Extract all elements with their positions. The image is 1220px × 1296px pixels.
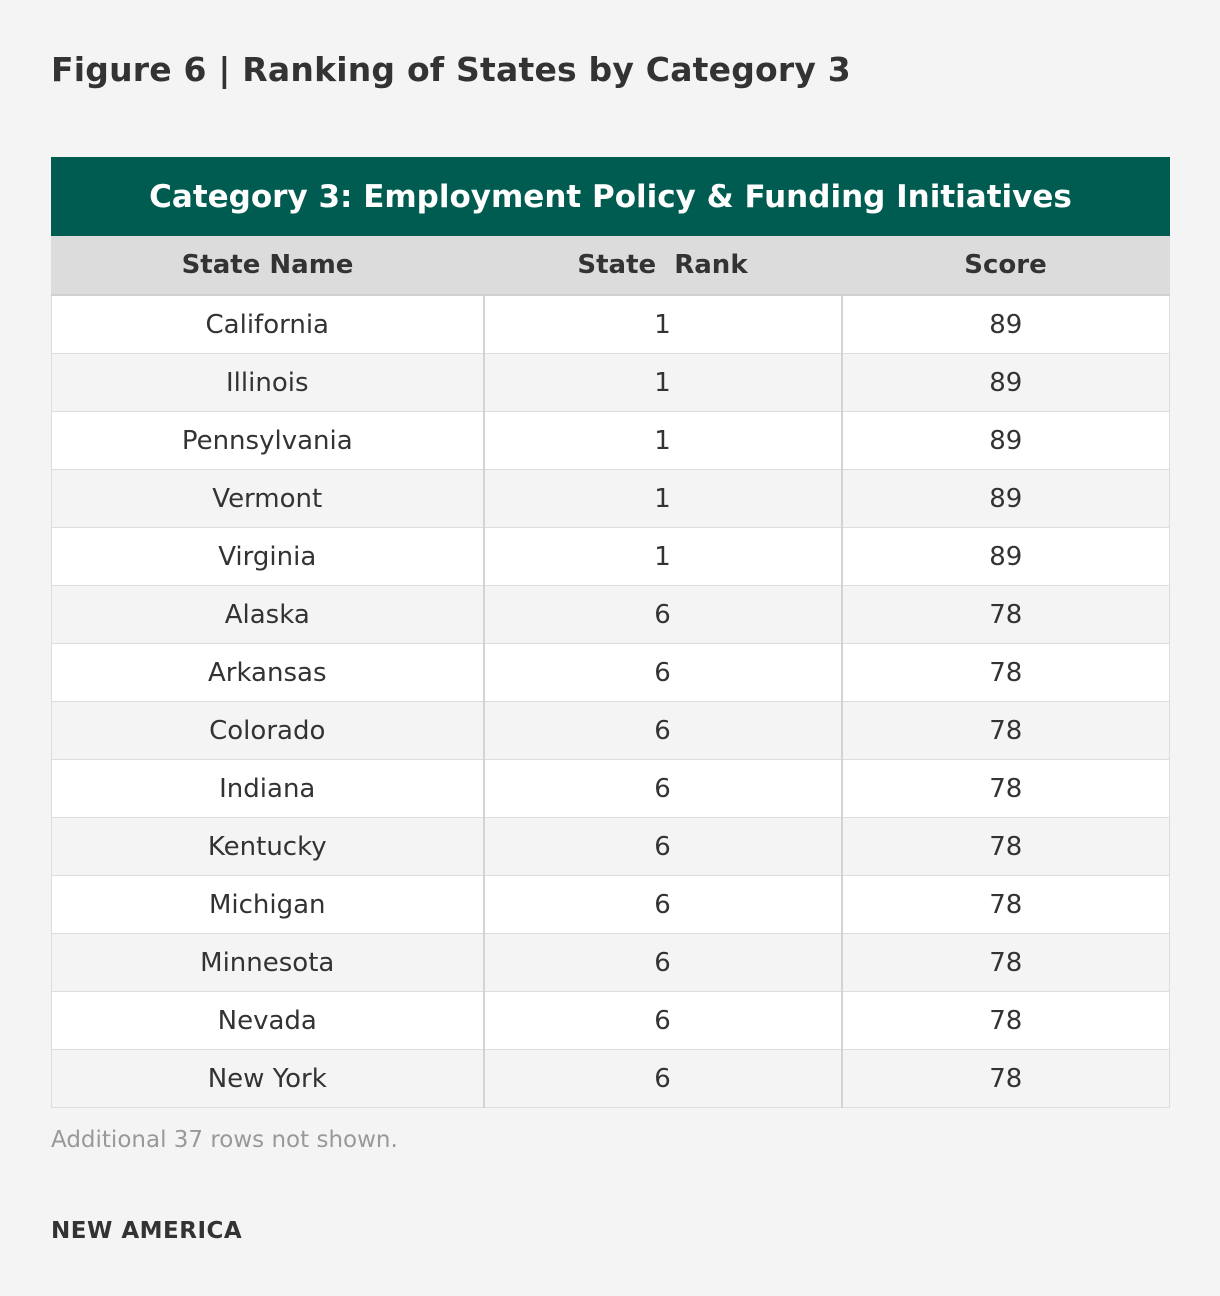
score-cell: 78	[840, 701, 1171, 760]
state-rank-cell: 6	[483, 817, 843, 876]
score-cell: 78	[840, 759, 1171, 818]
state-name-cell: Minnesota	[51, 933, 485, 992]
state-name-cell: Virginia	[51, 527, 485, 586]
column-header-state-rank: State Rank	[483, 235, 842, 296]
state-name-cell: Nevada	[51, 991, 485, 1050]
table-row: Virginia 1 89	[51, 527, 1171, 586]
state-rank-cell: 1	[483, 527, 843, 586]
table-row: Colorado 6 78	[51, 701, 1171, 760]
table-row: Vermont 1 89	[51, 469, 1171, 528]
state-name-cell: Illinois	[51, 353, 485, 412]
figure-title: Figure 6 | Ranking of States by Category…	[51, 50, 851, 89]
table-header-row: State Name State Rank Score	[51, 235, 1171, 296]
table-row: Alaska 6 78	[51, 585, 1171, 644]
state-rank-cell: 6	[483, 875, 843, 934]
score-cell: 78	[840, 933, 1171, 992]
state-rank-cell: 6	[483, 991, 843, 1050]
state-rank-cell: 1	[483, 411, 843, 470]
table-row: Arkansas 6 78	[51, 643, 1171, 702]
state-rank-cell: 1	[483, 294, 843, 354]
state-rank-cell: 6	[483, 701, 843, 760]
state-name-cell: New York	[51, 1049, 485, 1108]
table-row: Michigan 6 78	[51, 875, 1171, 934]
state-rank-cell: 6	[483, 643, 843, 702]
score-cell: 78	[840, 585, 1171, 644]
score-cell: 78	[840, 1049, 1171, 1108]
state-name-cell: California	[51, 294, 485, 354]
ranking-table-container: Category 3: Employment Policy & Funding …	[50, 157, 1171, 1108]
table-row: Indiana 6 78	[51, 759, 1171, 818]
state-name-cell: Arkansas	[51, 643, 485, 702]
column-header-state-name: State Name	[51, 235, 484, 296]
state-name-cell: Indiana	[51, 759, 485, 818]
state-name-cell: Michigan	[51, 875, 485, 934]
table-row: Pennsylvania 1 89	[51, 411, 1171, 470]
table-row: Illinois 1 89	[51, 353, 1171, 412]
state-rank-cell: 6	[483, 759, 843, 818]
table-row: Minnesota 6 78	[51, 933, 1171, 992]
table-banner-row: Category 3: Employment Policy & Funding …	[50, 157, 1171, 236]
table-row: Kentucky 6 78	[51, 817, 1171, 876]
score-cell: 78	[840, 817, 1171, 876]
score-cell: 89	[840, 294, 1171, 354]
state-rank-cell: 1	[483, 469, 843, 528]
score-cell: 78	[840, 875, 1171, 934]
state-name-cell: Alaska	[51, 585, 485, 644]
state-rank-cell: 6	[483, 585, 843, 644]
state-name-cell: Pennsylvania	[51, 411, 485, 470]
state-rank-cell: 6	[483, 933, 843, 992]
score-cell: 89	[840, 411, 1171, 470]
score-cell: 89	[840, 353, 1171, 412]
state-rank-cell: 1	[483, 353, 843, 412]
table-row: Nevada 6 78	[51, 991, 1171, 1050]
state-name-cell: Colorado	[51, 701, 485, 760]
ranking-table: Category 3: Employment Policy & Funding …	[50, 157, 1171, 1108]
score-cell: 78	[840, 643, 1171, 702]
state-name-cell: Vermont	[51, 469, 485, 528]
state-rank-cell: 6	[483, 1049, 843, 1108]
table-body: California 1 89 Illinois 1 89 Pennsylvania 1 89 V…	[51, 294, 1171, 1108]
score-cell: 78	[840, 991, 1171, 1050]
table-row: New York 6 78	[51, 1049, 1171, 1108]
brand-logo: NEW AMERICA	[51, 1218, 243, 1244]
score-cell: 89	[840, 527, 1171, 586]
state-name-cell: Kentucky	[51, 817, 485, 876]
rows-not-shown-note: Additional 37 rows not shown.	[51, 1127, 398, 1153]
table-row: California 1 89	[51, 294, 1171, 354]
score-cell: 89	[840, 469, 1171, 528]
table-banner: Category 3: Employment Policy & Funding …	[50, 157, 1171, 236]
column-header-score: Score	[840, 235, 1171, 296]
